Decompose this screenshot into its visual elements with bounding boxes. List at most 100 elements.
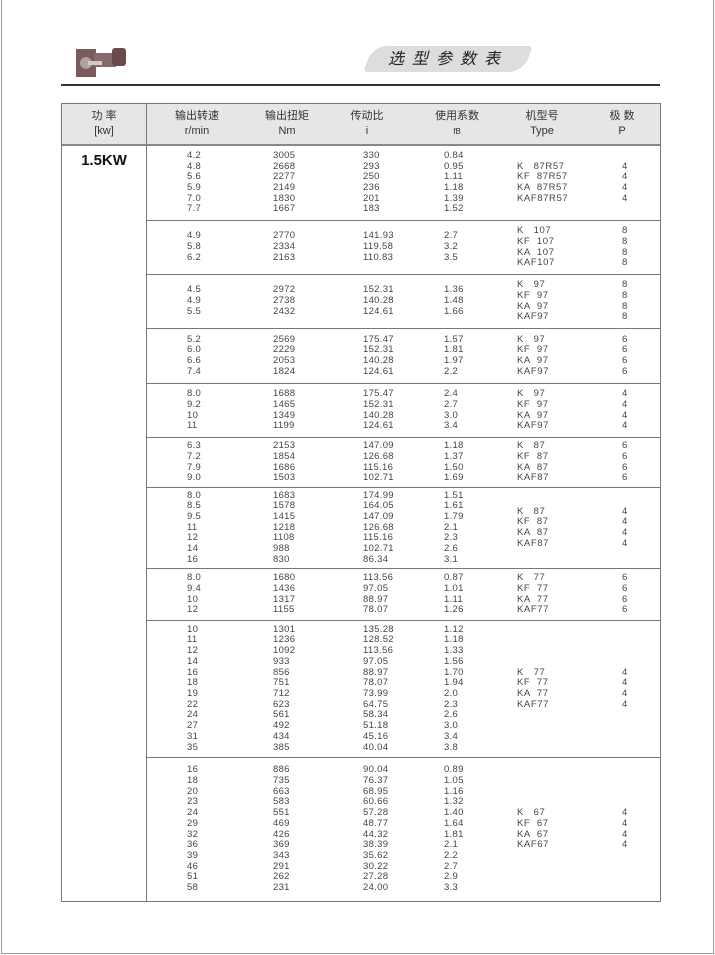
factor-cell: 1.66	[444, 305, 464, 317]
page-title: 选型参数表	[387, 49, 508, 68]
ratio-cell: 175.47	[363, 388, 394, 400]
types-cell: KA 97	[517, 355, 549, 366]
types-column: K 67 KF 67 KA 67 KAF67	[517, 758, 549, 901]
factor-cell: 1.18	[444, 182, 464, 193]
torque-cell: 291	[273, 860, 290, 872]
types-cell: KAF97	[517, 365, 550, 377]
types-cell: K 87R57	[517, 160, 565, 172]
types-cell: KF 107	[517, 235, 555, 247]
speed-cell: 4.2	[187, 149, 202, 161]
poles-cell: 6	[622, 593, 628, 605]
speed-cell: 7.0	[187, 192, 202, 204]
ratio-cell: 51.18	[363, 720, 389, 732]
header-torque: 输出扭矩 Nm	[265, 110, 309, 137]
types-cell: KF 67	[517, 817, 549, 829]
torque-cell: 830	[273, 553, 290, 565]
torque-cell: 3005	[273, 149, 296, 161]
torque-cell: 1854	[273, 450, 296, 462]
factor-cell: 1.18	[444, 440, 464, 452]
poles-cell: 8	[622, 257, 628, 269]
factor-cell: 1.48	[444, 295, 464, 307]
header-factor: 使用系数 fB	[435, 110, 479, 136]
types-cell: KF 97	[517, 289, 549, 301]
torque-cell: 751	[273, 677, 290, 689]
ratio-cell: 73.99	[363, 688, 389, 699]
types-cell: K 97	[517, 279, 546, 291]
speed-cell: 7.7	[187, 203, 202, 215]
types-column: K 87R57 KF 87R57 KA 87R57 KAF87R57	[517, 146, 568, 220]
ratio-cell: 140.28	[363, 355, 394, 366]
factor-cell: 1.39	[444, 192, 464, 204]
header-type: 机型号 Type	[525, 110, 559, 137]
ratio-cell: 113.56	[363, 572, 394, 584]
ratio-cell: 78.07	[363, 604, 389, 616]
factor-cell: 1.57	[444, 333, 464, 345]
speed-cell: 8.0	[187, 388, 202, 400]
poles-cell: 8	[622, 300, 628, 312]
torque-column: 2770 2334 2163	[273, 221, 295, 274]
types-cell: KA 87	[517, 527, 549, 538]
factor-column: 1.51 1.61 1.79 2.1 2.3 2.6 3.1	[444, 488, 464, 568]
torque-cell: 2432	[273, 305, 296, 317]
speed-cell: 4.5	[187, 284, 202, 296]
poles-cell: 4	[622, 398, 628, 410]
ratio-cell: 78.07	[363, 677, 389, 689]
ratio-cell: 330	[363, 149, 380, 161]
factor-cell: 1.70	[444, 666, 464, 678]
torque-cell: 1830	[273, 192, 296, 204]
ratio-cell: 76.37	[363, 774, 389, 786]
table-group: 8.0 8.5 9.5 11 12 14 16 1683 1578 1415 1218 1108 988…	[147, 488, 660, 569]
types-cell: KAF77	[517, 698, 550, 710]
torque-column: 2569 2229 2053 1824	[273, 329, 295, 383]
factor-cell: 1.51	[444, 489, 464, 501]
poles-cell: 4	[622, 388, 628, 400]
factor-cell: 1.81	[444, 828, 464, 840]
factor-cell: 1.32	[444, 796, 464, 808]
types-column: K 77 KF 77 KA 77 KAF77	[517, 621, 549, 757]
ratio-cell: 140.28	[363, 409, 394, 421]
poles-cell: 6	[622, 440, 628, 452]
torque-cell: 1415	[273, 510, 296, 522]
poles-cell: 6	[622, 365, 628, 377]
torque-cell: 1503	[273, 472, 296, 484]
power-value: 1.5KW	[81, 152, 127, 169]
types-cell: KA 77	[517, 688, 549, 699]
ratio-cell: 124.61	[363, 305, 394, 317]
types-cell: KA 87R57	[517, 182, 568, 193]
types-cell: K 87	[517, 440, 546, 452]
factor-cell: 3.2	[444, 241, 459, 253]
ratio-cell: 90.04	[363, 764, 389, 776]
speed-cell: 14	[187, 543, 199, 555]
ratio-cell: 113.56	[363, 645, 394, 657]
types-column: K 77 KF 77 KA 77 KAF77	[517, 569, 549, 620]
torque-cell: 2738	[273, 295, 296, 307]
table-group: 8.0 9.4 10 12 1680 1436 1317 1155 113.56 97.05 88.…	[147, 569, 660, 621]
ratio-cell: 97.05	[363, 582, 389, 594]
poles-cell: 4	[622, 516, 628, 528]
poles-cell: 4	[622, 160, 628, 172]
ratio-cell: 164.05	[363, 500, 394, 512]
factor-cell: 3.0	[444, 720, 459, 732]
poles-cell: 6	[622, 450, 628, 462]
torque-cell: 712	[273, 688, 290, 699]
speed-cell: 24	[187, 807, 199, 819]
factor-cell: 1.05	[444, 774, 464, 786]
speed-cell: 46	[187, 860, 199, 872]
ratio-cell: 135.28	[363, 623, 394, 635]
poles-cell: 4	[622, 420, 628, 432]
types-cell: KAF87	[517, 472, 550, 484]
torque-cell: 369	[273, 839, 290, 851]
table-group: 5.2 6.0 6.6 7.4 2569 2229 2053 1824 175.47 152.31…	[147, 329, 660, 384]
torque-cell: 623	[273, 698, 290, 710]
ratio-cell: 115.16	[363, 461, 394, 473]
ratio-cell: 44.32	[363, 828, 389, 840]
torque-cell: 262	[273, 871, 290, 883]
table-group: 8.0 9.2 10 11 1688 1465 1349 1199 175.47 152.31 14…	[147, 384, 660, 438]
torque-cell: 1218	[273, 521, 296, 533]
selection-table: 功 率 [kw] 输出转速 r/min 输出扭矩 Nm 传动比 i 使用系数 fB 机型号…	[61, 103, 661, 902]
poles-cell: 4	[622, 807, 628, 819]
speed-cell: 51	[187, 871, 199, 883]
factor-cell: 2.6	[444, 709, 459, 721]
speed-cell: 6.2	[187, 251, 202, 263]
